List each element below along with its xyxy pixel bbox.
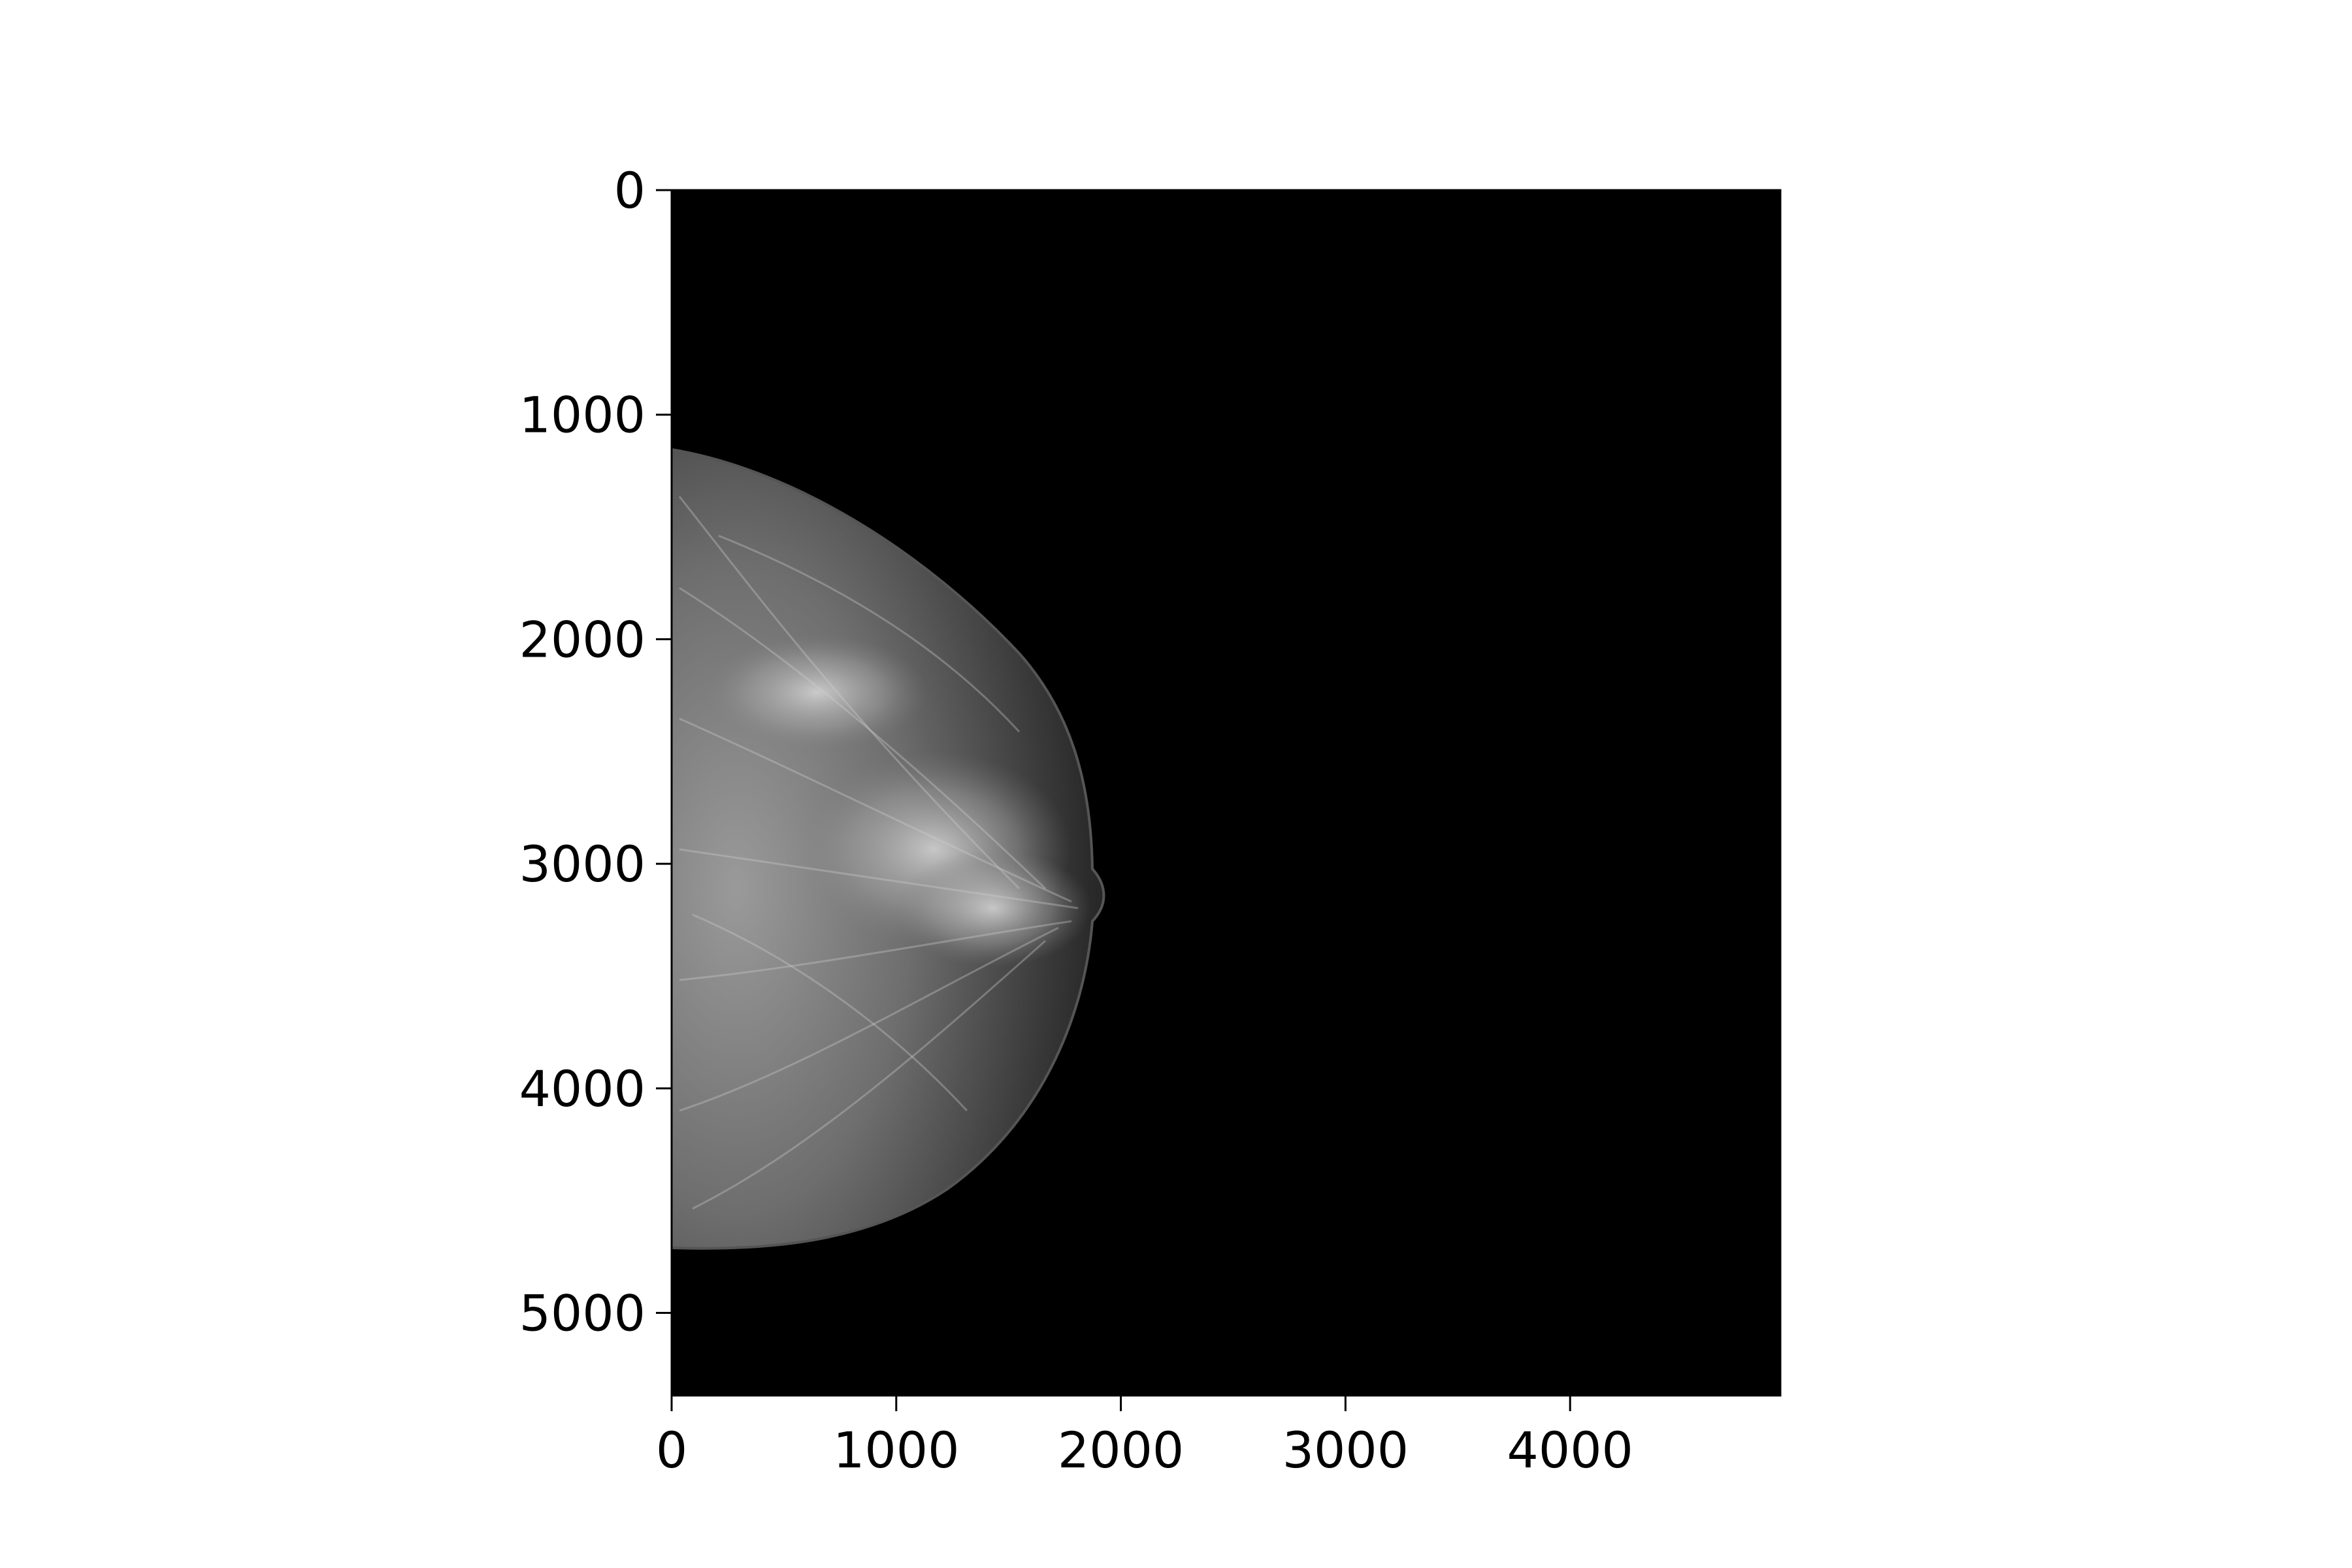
axes-frame (670, 189, 1782, 1397)
y-axis: 0 1000 2000 3000 4000 5000 (519, 161, 672, 1343)
x-tick-label: 2000 (1058, 1421, 1184, 1479)
y-tick-label: 5000 (519, 1284, 645, 1343)
dense-region (895, 849, 1091, 967)
y-tick-label: 4000 (519, 1060, 645, 1118)
image-area (670, 189, 1782, 1397)
y-tick-label: 1000 (519, 386, 645, 444)
tissue-strands (678, 496, 1079, 1210)
dense-region (706, 634, 928, 751)
x-axis: 0 1000 2000 3000 4000 (656, 1396, 1633, 1479)
x-tick-label: 3000 (1282, 1421, 1409, 1479)
x-tick-label: 0 (656, 1421, 687, 1479)
y-tick-label: 2000 (519, 610, 645, 668)
skin-line (672, 448, 1105, 1250)
x-tick-label: 1000 (833, 1421, 959, 1479)
x-tick-label: 4000 (1507, 1421, 1633, 1479)
y-tick-label: 3000 (519, 835, 645, 893)
breast-tissue (672, 448, 1105, 1250)
y-tick-label: 0 (614, 161, 645, 220)
